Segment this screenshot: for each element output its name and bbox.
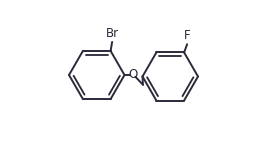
Text: F: F [184,29,190,42]
Text: Br: Br [106,27,119,40]
Text: O: O [128,69,137,81]
